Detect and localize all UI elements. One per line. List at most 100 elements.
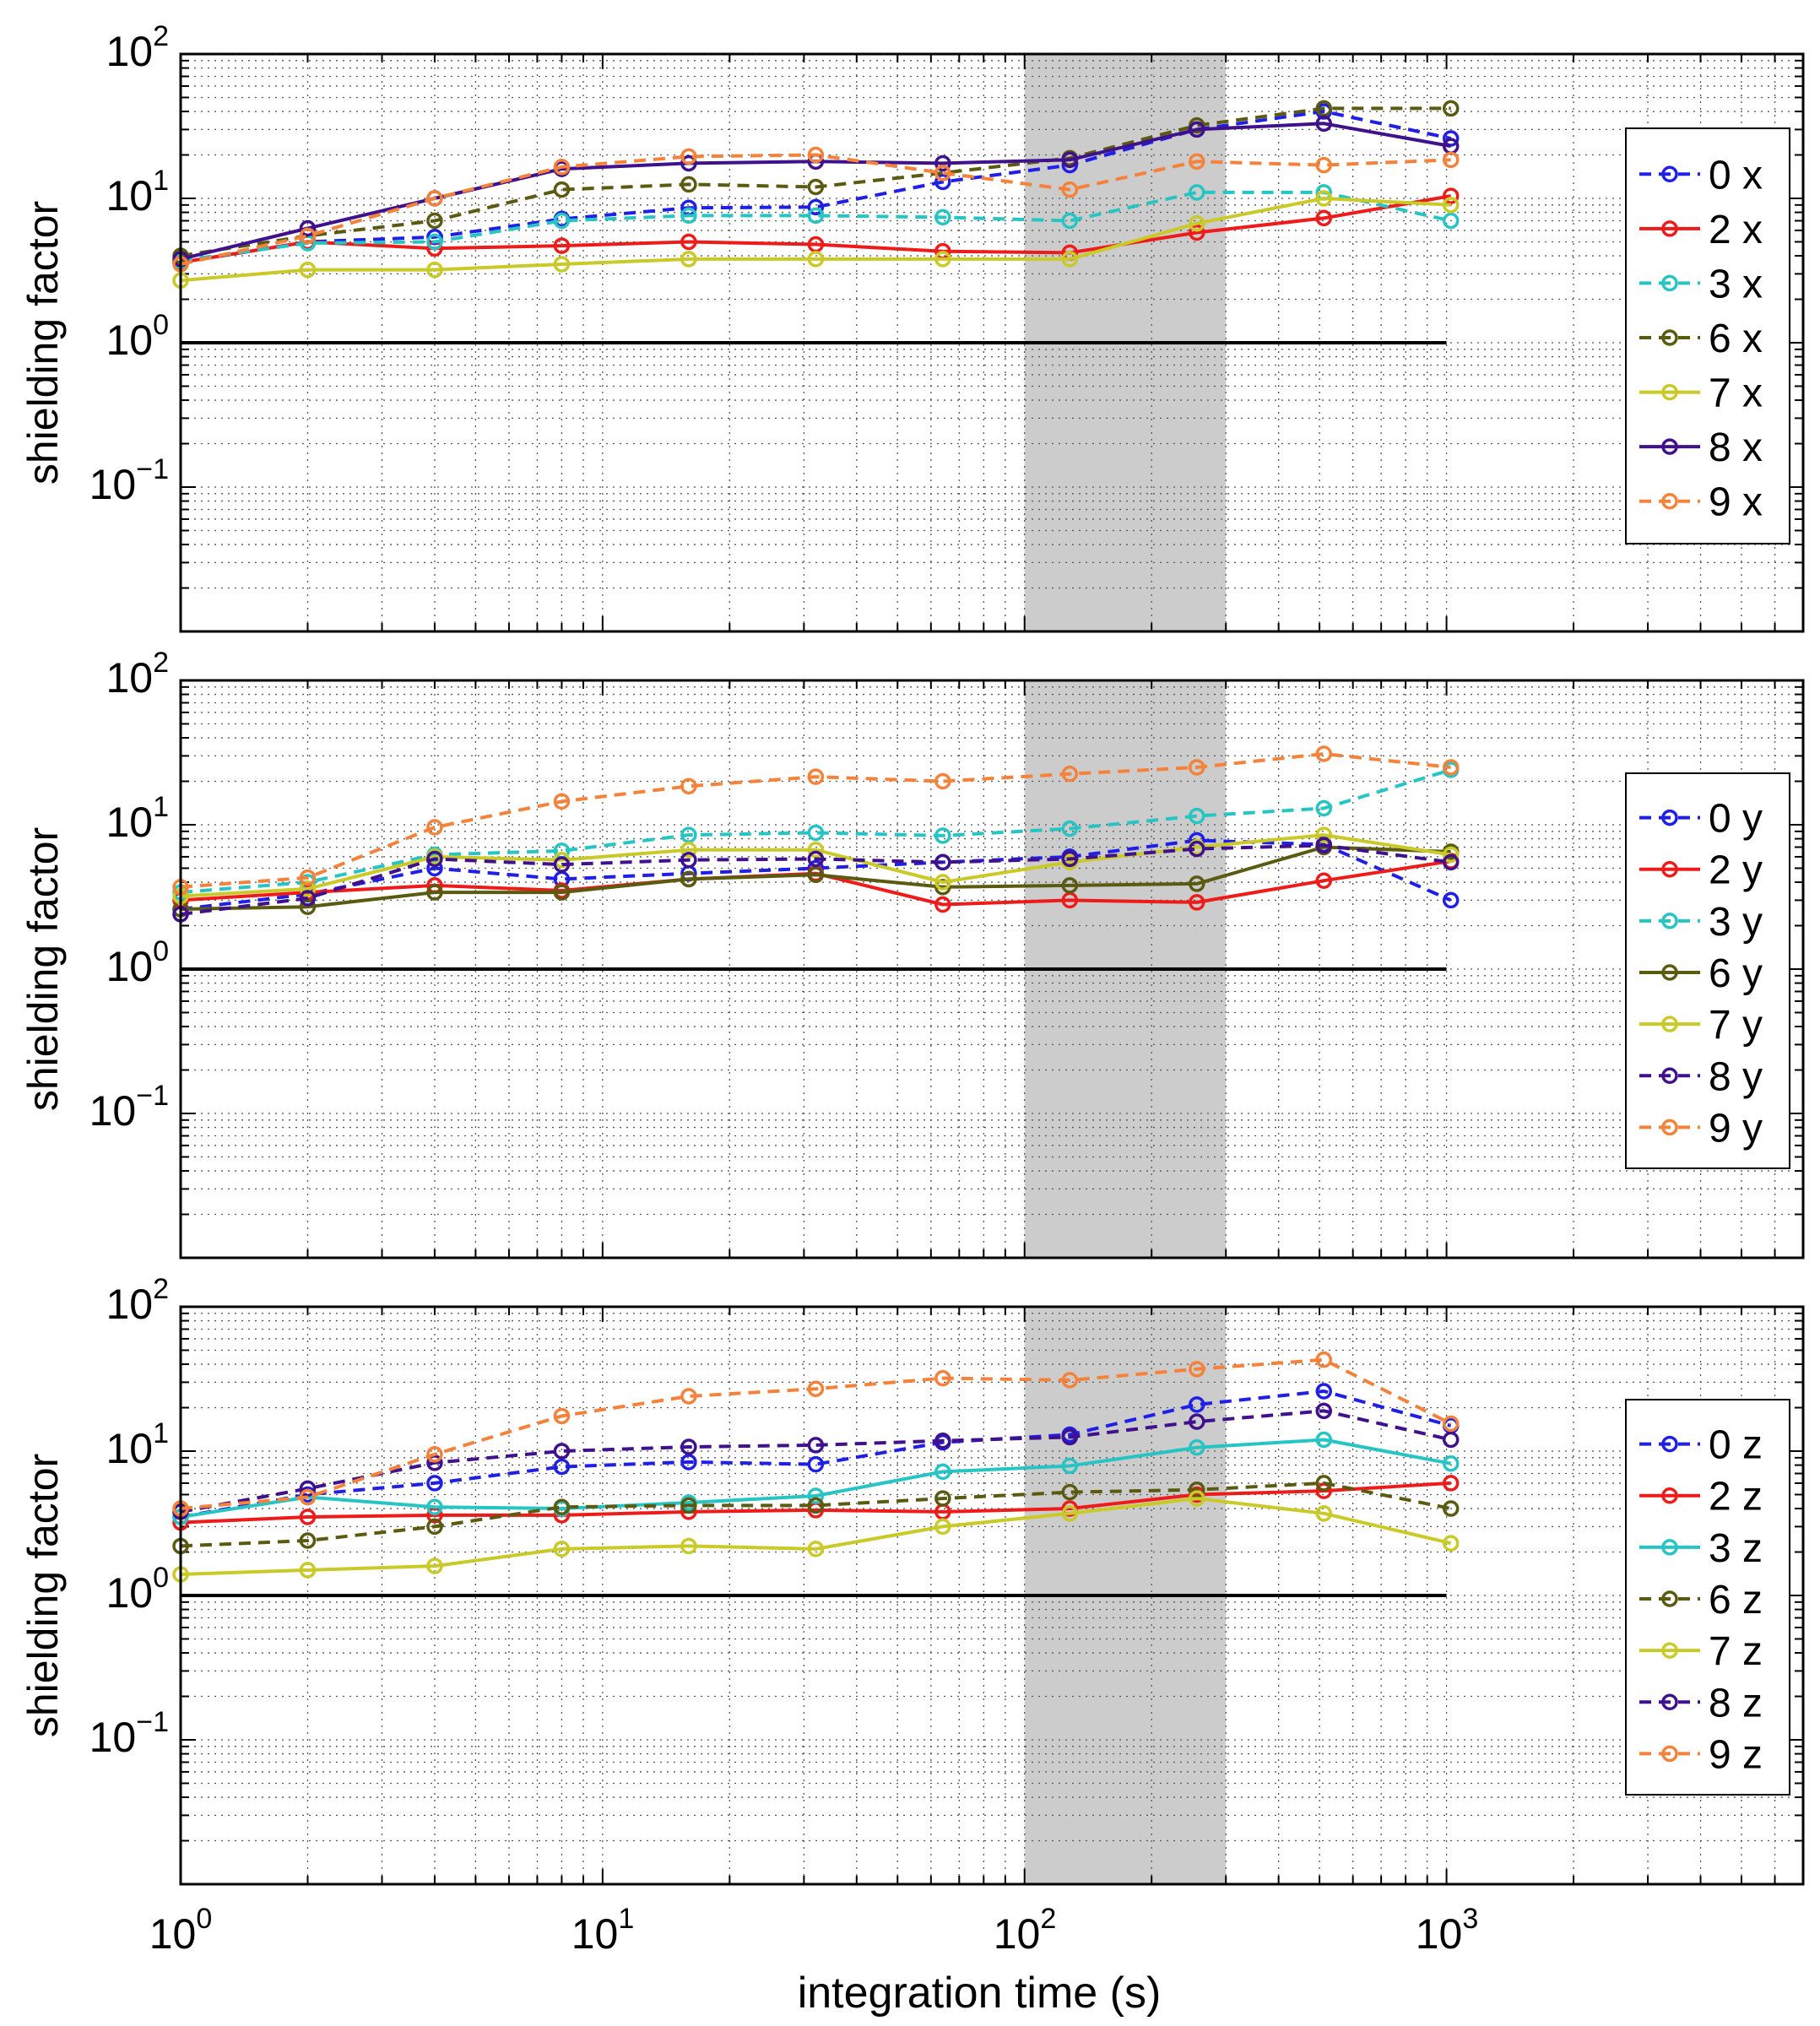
legend-label: 0 y — [1709, 797, 1763, 842]
data-point — [1189, 1361, 1205, 1378]
series-line — [180, 110, 1452, 264]
legend-marker — [1661, 329, 1678, 346]
legend-marker — [1661, 1590, 1678, 1607]
data-point — [1189, 153, 1205, 171]
data-point — [1189, 214, 1205, 232]
data-point — [1315, 745, 1332, 762]
y-tick-label: 100 — [106, 935, 169, 990]
data-point — [1442, 212, 1460, 230]
y-tick-label: 100 — [106, 309, 169, 364]
data-point — [1189, 759, 1205, 776]
y-tick-label-base: 10 — [89, 1087, 137, 1135]
data-point — [1061, 820, 1079, 837]
data-point — [299, 1562, 317, 1579]
legend-item: 8 x — [1639, 425, 1763, 470]
data-point — [426, 1498, 443, 1515]
y-tick-label-base: 10 — [106, 317, 153, 364]
data-point — [553, 1407, 571, 1425]
legend-item: 2 z — [1639, 1475, 1763, 1520]
data-point — [1442, 1475, 1460, 1492]
legend-marker — [1661, 1539, 1678, 1556]
data-point — [934, 772, 951, 790]
data-point — [1061, 1505, 1079, 1522]
legend-marker — [1661, 809, 1678, 826]
y-tick-label: 10−1 — [89, 453, 169, 508]
x-tick-label-2: 102 — [994, 1903, 1057, 1958]
data-point — [807, 850, 825, 868]
legend-label: 2 x — [1709, 208, 1763, 252]
legend-marker — [1661, 1119, 1678, 1136]
data-point — [553, 856, 571, 873]
legend-item: 9 z — [1639, 1732, 1763, 1777]
data-point — [680, 1388, 697, 1405]
data-point — [1442, 1535, 1460, 1552]
data-point — [1189, 1482, 1205, 1498]
data-point — [680, 777, 697, 795]
legend-item: 0 y — [1639, 797, 1763, 842]
legend-marker — [1661, 860, 1678, 878]
legend: 0 z 2 z 3 z 6 z 7 z 8 z 9 z — [1625, 1399, 1790, 1796]
data-point — [680, 1438, 697, 1455]
legend-item: 3 x — [1639, 262, 1763, 306]
data-point — [426, 212, 443, 230]
data-point — [553, 1541, 571, 1557]
data-point — [934, 1518, 951, 1536]
data-point — [680, 841, 697, 859]
legend-marker — [1661, 1067, 1678, 1085]
data-point — [934, 251, 951, 268]
data-point — [553, 212, 571, 230]
data-point — [1189, 1490, 1205, 1507]
y-tick-label-base: 10 — [89, 1714, 137, 1761]
data-point — [553, 181, 571, 198]
data-point — [1189, 807, 1205, 825]
data-point — [426, 1475, 443, 1492]
data-point — [680, 851, 697, 869]
legend-marker — [1661, 1487, 1678, 1504]
data-point — [1189, 875, 1205, 892]
y-tick-label: 102 — [106, 1273, 169, 1328]
legend: 0 y 2 y 3 y 6 y 7 y 8 y 9 y — [1625, 772, 1790, 1169]
legend-box — [1625, 127, 1790, 544]
data-point — [426, 229, 443, 246]
y-tick-label-exp: 1 — [153, 1417, 169, 1449]
data-point — [426, 819, 443, 836]
data-point — [934, 173, 951, 191]
data-point — [1189, 1396, 1205, 1413]
legend-item: 8 z — [1639, 1681, 1763, 1725]
data-point — [553, 159, 571, 176]
series-line — [180, 1438, 1452, 1519]
y-tick-label-exp: 0 — [153, 309, 169, 341]
data-point — [299, 219, 317, 237]
data-point — [426, 261, 443, 279]
data-point — [680, 176, 697, 193]
x-axis-label: integration time (s) — [798, 1969, 1162, 2018]
data-point — [934, 1490, 951, 1507]
data-point — [1315, 209, 1332, 227]
legend-marker — [1661, 383, 1678, 401]
y-tick-label-base: 10 — [106, 1569, 153, 1617]
y-axis-label: shielding factor — [19, 827, 67, 1111]
y-tick-label-exp: 2 — [153, 20, 169, 52]
y-tick-label-base: 10 — [106, 28, 153, 75]
legend-label: 6 y — [1709, 951, 1763, 996]
legend-marker — [1661, 438, 1678, 455]
data-point — [1315, 115, 1332, 133]
data-point — [1315, 1475, 1332, 1492]
data-point — [1061, 1457, 1079, 1475]
data-point — [1315, 1402, 1332, 1420]
data-point — [1442, 1454, 1460, 1472]
data-point — [807, 251, 825, 268]
axis-ticks — [180, 680, 1804, 1259]
y-tick-label: 10−1 — [89, 1080, 169, 1135]
data-point — [299, 261, 317, 279]
legend-marker — [1661, 1745, 1678, 1763]
x-tick-label-0: 100 — [149, 1903, 213, 1958]
data-point — [299, 898, 317, 915]
y-tick-label-exp: −1 — [136, 1706, 169, 1738]
data-point — [1189, 1413, 1205, 1430]
legend-marker — [1661, 1016, 1678, 1032]
data-point — [1061, 212, 1079, 230]
y-tick-label-exp: 0 — [153, 935, 169, 967]
